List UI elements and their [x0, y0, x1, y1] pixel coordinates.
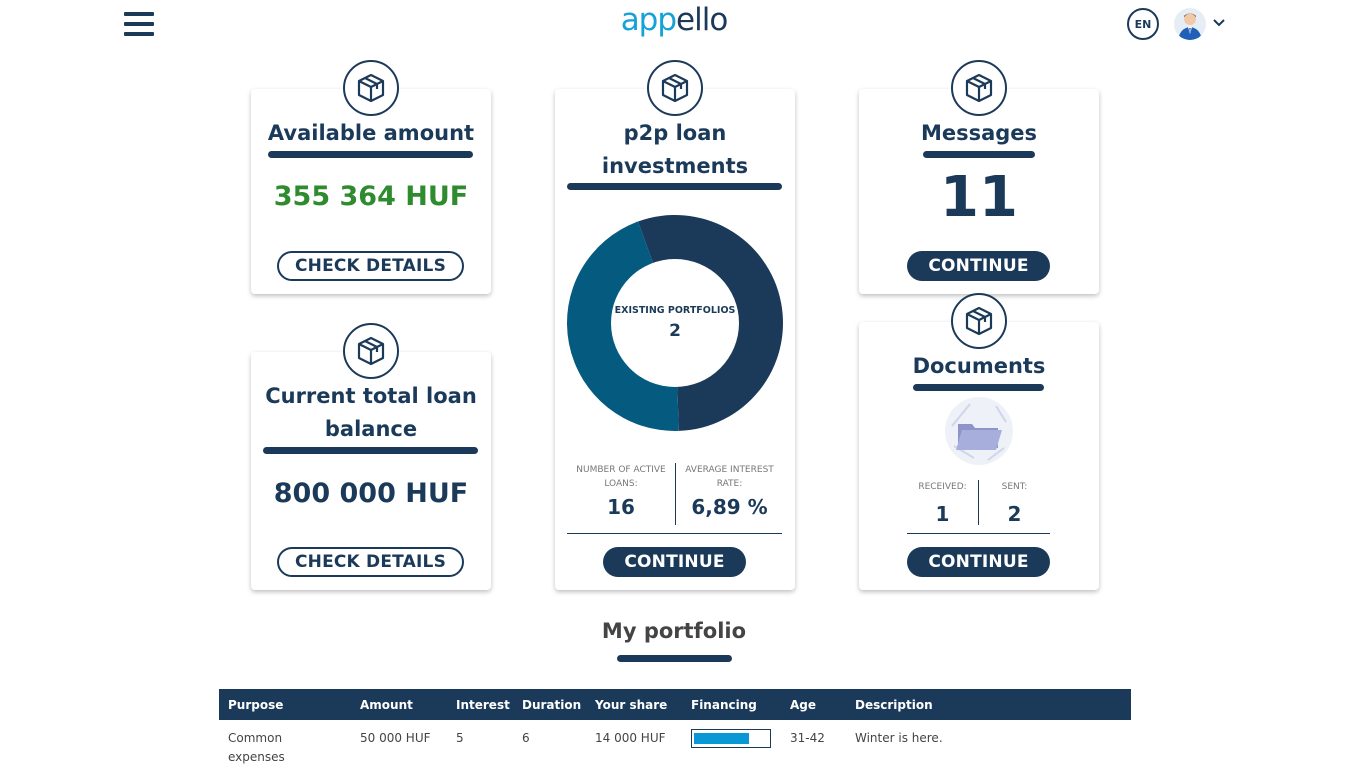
box-icon [951, 293, 1007, 349]
table-row[interactable]: Common expenses 50 000 HUF 5 6 14 000 HUF… [219, 720, 1131, 764]
portfolio-table: Purpose Amount Interest Duration Your sh… [219, 689, 1131, 764]
active-loans-stat: NUMBER OF ACTIVE LOANS: 16 [567, 463, 675, 519]
check-details-button[interactable]: CHECK DETAILS [277, 251, 464, 281]
documents-card: Documents RECEIVED: 1 SENT: 2 CONTINUE [859, 293, 1099, 590]
stat-divider [978, 480, 979, 525]
avg-rate-label-2: RATE: [716, 479, 743, 489]
received-label: RECEIVED: [918, 482, 967, 492]
column-header-description[interactable]: Description [855, 697, 933, 712]
stat-bottom-line [907, 533, 1050, 534]
avg-rate-value: 6,89 % [691, 495, 768, 519]
available-amount-value: 355 364 HUF [273, 181, 469, 212]
card-title: Documents [912, 354, 1046, 378]
cell-description: Winter is here. [855, 731, 943, 745]
title-underline [268, 151, 473, 158]
sent-label: SENT: [1001, 482, 1028, 492]
cell-purpose: Common expenses [219, 720, 351, 764]
cell-duration: 6 [522, 731, 530, 745]
card-title: Messages [920, 121, 1038, 145]
loan-balance-card: Current total loan balance 800 000 HUF C… [251, 323, 491, 590]
column-header-amount[interactable]: Amount [360, 697, 413, 712]
portfolio-donut-chart [567, 215, 783, 431]
cell-financing [682, 720, 781, 764]
financing-progress-fill [694, 733, 749, 744]
column-header-age[interactable]: Age [790, 697, 817, 712]
stat-divider [675, 463, 676, 525]
folder-icon [945, 397, 1013, 465]
loan-balance-value: 800 000 HUF [273, 478, 469, 509]
column-header-duration[interactable]: Duration [522, 697, 582, 712]
cell-amount: 50 000 HUF [360, 731, 431, 745]
cell-interest: 5 [456, 731, 464, 745]
portfolio-title: My portfolio [601, 619, 747, 643]
avatar[interactable] [1174, 8, 1206, 40]
box-icon [343, 323, 399, 379]
card-title-line2: investments [601, 154, 749, 178]
table-header-row: Purpose Amount Interest Duration Your sh… [219, 689, 1131, 720]
donut-label: EXISTING PORTFOLIOS [614, 305, 736, 316]
portfolio-underline [617, 655, 732, 662]
card-title: Available amount [267, 121, 475, 145]
received-value: 1 [935, 502, 950, 526]
continue-button[interactable]: CONTINUE [907, 547, 1050, 577]
box-icon [647, 60, 703, 116]
financing-progress-bar [691, 729, 771, 748]
title-underline [263, 447, 478, 454]
user-avatar-icon [1178, 13, 1202, 40]
cell-share: 14 000 HUF [595, 731, 666, 745]
column-header-share[interactable]: Your share [595, 697, 668, 712]
purpose-line2: expenses [228, 750, 285, 764]
card-title-line1: Current total loan [265, 384, 477, 408]
logo: appello [620, 2, 729, 38]
received-stat: RECEIVED: 1 [907, 480, 978, 526]
language-button[interactable]: EN [1127, 8, 1159, 40]
continue-button[interactable]: CONTINUE [603, 547, 746, 577]
p2p-investments-card: p2p loan investments EXISTING PORTFOLIOS… [555, 60, 795, 590]
messages-card: Messages 11 CONTINUE [859, 60, 1099, 294]
available-amount-card: Available amount 355 364 HUF CHECK DETAI… [251, 60, 491, 294]
card-title-line2: balance [324, 417, 418, 441]
stat-bottom-line [567, 533, 782, 534]
active-loans-label-2: LOANS: [604, 479, 638, 489]
cell-age: 31-42 [790, 731, 825, 745]
messages-count: 11 [940, 165, 1018, 230]
active-loans-value: 16 [607, 495, 635, 519]
title-underline [567, 183, 782, 190]
box-icon [343, 60, 399, 116]
column-header-purpose[interactable]: Purpose [228, 697, 284, 712]
menu-icon[interactable] [124, 12, 154, 36]
donut-hole [611, 259, 739, 387]
column-header-interest[interactable]: Interest [456, 697, 510, 712]
card-title-line1: p2p loan [623, 121, 727, 145]
column-header-financing[interactable]: Financing [691, 697, 757, 712]
active-loans-label: NUMBER OF ACTIVE [576, 465, 666, 475]
chevron-down-icon[interactable] [1212, 16, 1226, 30]
donut-value: 2 [669, 321, 681, 341]
sent-value: 2 [1007, 502, 1022, 526]
check-details-button[interactable]: CHECK DETAILS [277, 547, 464, 577]
avg-rate-label: AVERAGE INTEREST [685, 465, 774, 475]
sent-stat: SENT: 2 [979, 480, 1050, 526]
title-underline [923, 151, 1035, 158]
avg-rate-stat: AVERAGE INTEREST RATE: 6,89 % [676, 463, 783, 519]
title-underline [913, 384, 1044, 391]
purpose-line1: Common [228, 731, 283, 745]
continue-button[interactable]: CONTINUE [907, 251, 1050, 281]
box-icon [951, 60, 1007, 116]
